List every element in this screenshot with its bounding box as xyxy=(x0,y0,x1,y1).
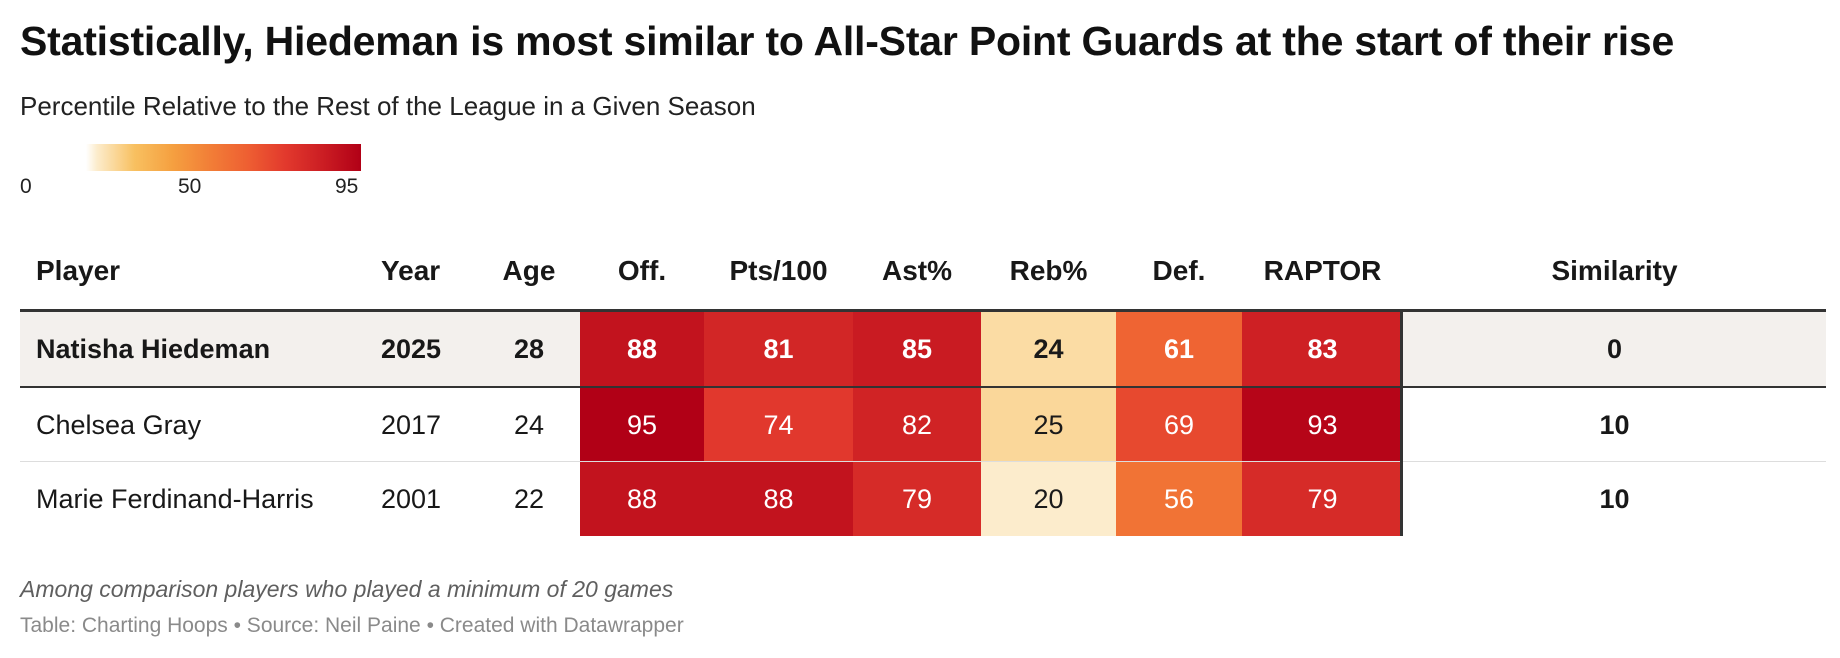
color-legend: 0 50 95 xyxy=(20,144,365,204)
heat-cell-off: 95 xyxy=(580,388,704,462)
column-header-player: Player xyxy=(36,255,121,286)
heat-cell-def: 69 xyxy=(1116,388,1242,462)
table-note: Among comparison players who played a mi… xyxy=(20,576,674,602)
heat-cell-def: 61 xyxy=(1116,312,1242,386)
heat-cell-off: 88 xyxy=(580,462,704,536)
column-header-year: Year xyxy=(381,255,441,286)
cell-year: 2001 xyxy=(381,484,442,514)
cell-year: 2017 xyxy=(381,410,442,440)
cell-player: Natisha Hiedeman xyxy=(36,334,271,364)
highlight-row-rule xyxy=(20,386,1826,388)
chart-subtitle: Percentile Relative to the Rest of the L… xyxy=(20,91,756,121)
cell-similarity: 10 xyxy=(1599,483,1630,514)
column-header-reb: Reb% xyxy=(1009,255,1088,286)
heat-cell-ast: 85 xyxy=(853,312,981,386)
cell-similarity: 10 xyxy=(1599,409,1630,440)
column-header-pts100: Pts/100 xyxy=(729,255,828,286)
cell-age: 28 xyxy=(513,333,545,364)
cell-player: Chelsea Gray xyxy=(36,410,202,440)
row-divider xyxy=(20,461,1826,462)
column-header-age: Age xyxy=(502,255,556,286)
column-header-off: Off. xyxy=(617,255,667,286)
heat-cell-raptor: 93 xyxy=(1242,388,1403,462)
cell-age: 24 xyxy=(513,409,545,440)
column-header-similarity: Similarity xyxy=(1551,255,1678,286)
heat-cell-reb: 24 xyxy=(981,312,1116,386)
legend-gradient-bar xyxy=(86,144,361,171)
legend-mid-label: 50 xyxy=(178,175,202,198)
similarity-separator xyxy=(1400,312,1403,536)
heat-cell-def: 56 xyxy=(1116,462,1242,536)
heat-cell-pts100: 74 xyxy=(704,388,853,462)
heat-cell-pts100: 88 xyxy=(704,462,853,536)
cell-similarity: 0 xyxy=(1606,333,1623,364)
heat-cell-reb: 20 xyxy=(981,462,1116,536)
cell-age: 22 xyxy=(513,483,545,514)
cell-player: Marie Ferdinand-Harris xyxy=(36,484,314,514)
heat-cell-raptor: 79 xyxy=(1242,462,1403,536)
heat-cell-reb: 25 xyxy=(981,388,1116,462)
column-header-raptor: RAPTOR xyxy=(1263,255,1382,286)
heat-cell-raptor: 83 xyxy=(1242,312,1403,386)
header-rule xyxy=(20,309,1826,312)
chart-title: Statistically, Hiedeman is most similar … xyxy=(20,18,1675,64)
column-header-def: Def. xyxy=(1152,255,1206,286)
heat-cell-pts100: 81 xyxy=(704,312,853,386)
heat-cell-ast: 82 xyxy=(853,388,981,462)
legend-min-label: 0 xyxy=(20,175,32,198)
comparison-table: Player Year Age Off. Pts/100 Ast% Reb% Def. RAPT… xyxy=(20,0,1826,658)
column-header-ast: Ast% xyxy=(881,255,952,286)
table-credit: Table: Charting Hoops • Source: Neil Pai… xyxy=(20,614,684,637)
heat-cell-off: 88 xyxy=(580,312,704,386)
heat-cell-ast: 79 xyxy=(853,462,981,536)
legend-max-label: 95 xyxy=(335,175,359,198)
cell-year: 2025 xyxy=(381,334,442,364)
